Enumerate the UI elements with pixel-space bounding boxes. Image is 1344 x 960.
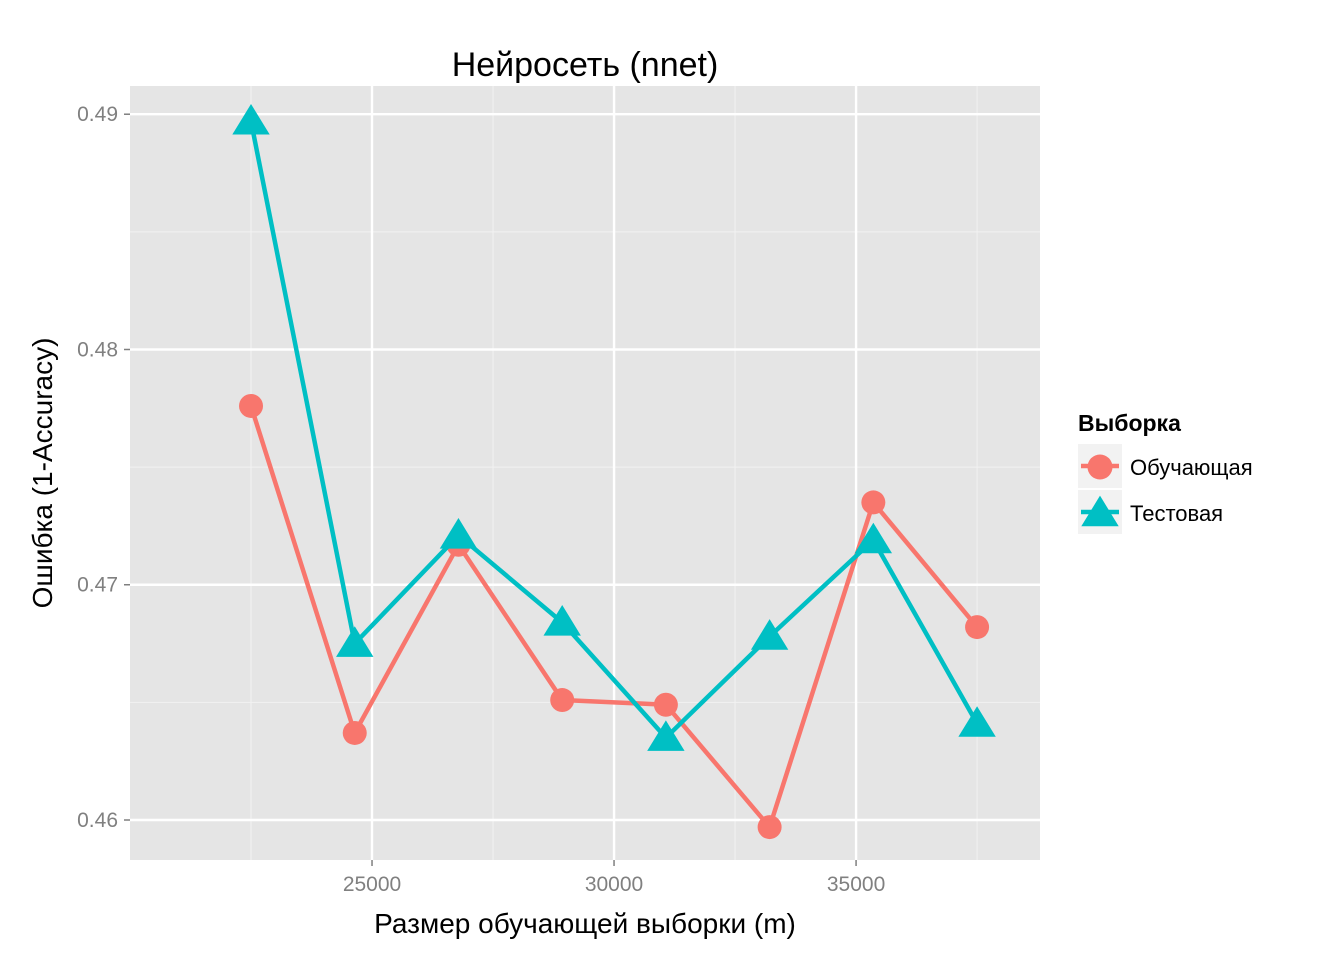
data-point — [757, 815, 782, 840]
series-2 — [232, 103, 996, 751]
legend: Выборка Обучающая Тестовая — [1078, 410, 1253, 534]
data-point — [550, 688, 575, 713]
data-point — [750, 619, 789, 650]
x-axis: 25000 30000 35000 — [343, 860, 885, 896]
y-axis: 0.46 0.47 0.48 0.49 — [77, 103, 130, 832]
legend-title: Выборка — [1078, 410, 1181, 436]
legend-label: Тестовая — [1130, 501, 1223, 526]
legend-key-marker — [1081, 495, 1119, 527]
data-point — [336, 626, 374, 657]
data-point — [543, 605, 581, 636]
minor-gridlines — [130, 86, 1040, 860]
chart-title: Нейросеть (nnet) — [452, 46, 719, 84]
data-point — [232, 103, 270, 135]
legend-label: Обучающая — [1130, 455, 1253, 480]
data-point — [965, 615, 990, 640]
y-tick-label: 0.47 — [77, 574, 118, 597]
legend-item: Обучающая — [1078, 444, 1253, 488]
legend-key-marker — [1087, 454, 1113, 480]
data-point — [861, 490, 886, 515]
major-gridlines — [130, 86, 1040, 860]
data-point — [653, 692, 678, 717]
data-point — [439, 518, 478, 549]
series-layer — [232, 103, 996, 840]
legend-items: Обучающая Тестовая — [1078, 444, 1253, 534]
x-tick-label: 30000 — [585, 873, 643, 896]
data-point — [239, 393, 264, 418]
plot-panel — [130, 86, 1040, 860]
data-point — [958, 706, 996, 737]
y-tick-label: 0.46 — [77, 809, 118, 832]
y-axis-label: Ошибка (1-Accuracy) — [27, 338, 58, 609]
y-tick-label: 0.48 — [77, 338, 118, 361]
data-point — [854, 522, 893, 554]
x-tick-label: 35000 — [827, 873, 885, 896]
series-line — [248, 120, 980, 740]
x-tick-label: 25000 — [343, 873, 401, 896]
y-tick-label: 0.49 — [77, 103, 118, 126]
data-point — [647, 720, 685, 751]
legend-item: Тестовая — [1078, 490, 1223, 534]
data-point — [342, 720, 367, 745]
x-axis-label: Размер обучающей выборки (m) — [374, 908, 796, 939]
